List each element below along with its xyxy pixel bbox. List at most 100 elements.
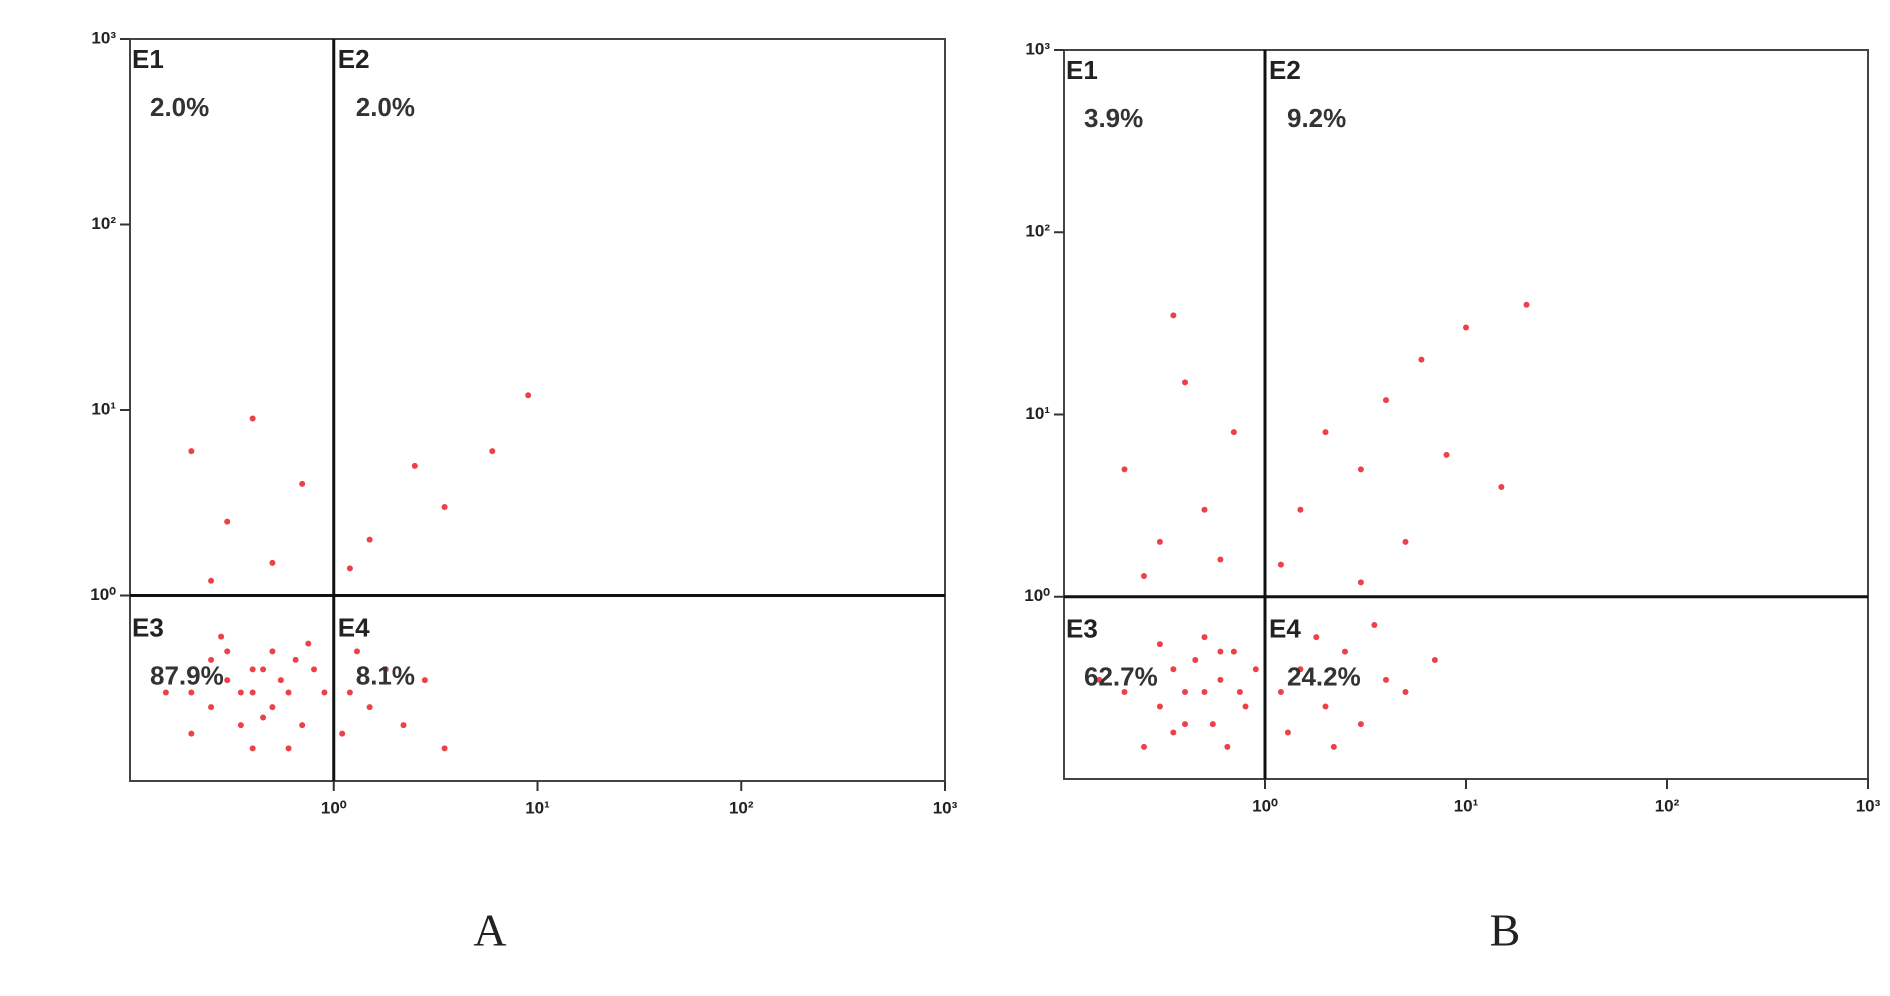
- point: [1383, 397, 1390, 404]
- quadrant-percent: 2.0%: [150, 92, 209, 122]
- point: [224, 677, 231, 684]
- point: [441, 745, 448, 752]
- point: [1284, 729, 1291, 736]
- point: [1170, 312, 1177, 319]
- point: [1277, 561, 1284, 568]
- point: [1242, 703, 1249, 710]
- point: [1217, 556, 1224, 563]
- point: [1357, 579, 1364, 586]
- point: [299, 480, 306, 487]
- point: [1523, 301, 1530, 308]
- point: [292, 656, 299, 663]
- panel-caption: B: [1490, 905, 1521, 956]
- point: [269, 648, 276, 655]
- x-tick-label: 10¹: [525, 798, 550, 817]
- point: [269, 704, 276, 711]
- point: [411, 462, 418, 469]
- point: [1322, 429, 1329, 436]
- point: [269, 559, 276, 566]
- point: [366, 536, 373, 543]
- point: [1357, 721, 1364, 728]
- quadrant-percent: 9.2%: [1287, 103, 1346, 133]
- point: [1297, 666, 1304, 673]
- point: [1498, 484, 1505, 491]
- x-tick-label: 10⁰: [1252, 796, 1278, 815]
- point: [188, 448, 195, 455]
- point: [1330, 743, 1337, 750]
- point: [249, 689, 256, 696]
- point: [277, 677, 284, 684]
- point: [1201, 506, 1208, 513]
- point: [525, 392, 532, 399]
- point: [1252, 666, 1259, 673]
- point: [1170, 729, 1177, 736]
- point: [366, 704, 373, 711]
- point: [1418, 356, 1425, 363]
- point: [489, 448, 496, 455]
- y-tick-label: 10³: [91, 28, 116, 47]
- point: [1096, 676, 1103, 683]
- x-tick-label: 10³: [1856, 796, 1881, 815]
- point: [1277, 689, 1284, 696]
- point: [208, 577, 215, 584]
- y-tick-label: 10⁰: [90, 585, 116, 604]
- panel-caption: A: [473, 905, 506, 956]
- point: [1182, 721, 1189, 728]
- point: [1383, 676, 1390, 683]
- y-tick-label: 10⁰: [1024, 586, 1050, 605]
- quadrant-name: E4: [338, 612, 370, 642]
- quadrant-name: E2: [338, 44, 370, 74]
- point: [1182, 689, 1189, 696]
- point: [353, 648, 360, 655]
- point: [305, 640, 312, 647]
- point: [237, 689, 244, 696]
- point: [1121, 466, 1128, 473]
- point: [285, 745, 292, 752]
- x-tick-label: 10¹: [1454, 796, 1479, 815]
- point: [299, 722, 306, 729]
- point: [260, 666, 267, 673]
- y-tick-label: 10²: [91, 214, 116, 233]
- point: [249, 745, 256, 752]
- quadrant-percent: 24.2%: [1287, 662, 1361, 692]
- y-tick-label: 10²: [1025, 222, 1050, 241]
- point: [1322, 703, 1329, 710]
- quadrant-percent: 3.9%: [1084, 103, 1143, 133]
- quadrant-name: E4: [1269, 614, 1301, 644]
- x-tick-label: 10²: [1655, 796, 1680, 815]
- point: [224, 518, 231, 525]
- point: [1201, 689, 1208, 696]
- point: [237, 722, 244, 729]
- point: [1230, 429, 1237, 436]
- point: [260, 714, 267, 721]
- point: [1402, 538, 1409, 545]
- point: [1156, 703, 1163, 710]
- point: [1156, 641, 1163, 648]
- quadrant-percent: 62.7%: [1084, 662, 1158, 692]
- point: [1121, 689, 1128, 696]
- point: [1170, 666, 1177, 673]
- point: [188, 689, 195, 696]
- point: [321, 689, 328, 696]
- point: [346, 689, 353, 696]
- point: [1156, 538, 1163, 545]
- point: [1463, 324, 1469, 331]
- y-tick-label: 10¹: [1025, 404, 1050, 423]
- point: [162, 689, 169, 696]
- point: [249, 415, 256, 422]
- point: [339, 730, 346, 737]
- x-tick-label: 10⁰: [321, 798, 347, 817]
- point: [1402, 689, 1409, 696]
- quadrant-name: E1: [132, 44, 164, 74]
- quadrant-percent: 8.1%: [356, 660, 415, 690]
- plot-frame: [1063, 49, 1869, 780]
- quadrant-name: E3: [1066, 614, 1098, 644]
- point: [1431, 656, 1438, 663]
- point: [311, 666, 318, 673]
- point: [346, 565, 353, 572]
- point: [1341, 648, 1348, 655]
- quadrant-percent: 87.9%: [150, 660, 224, 690]
- point: [1371, 621, 1378, 628]
